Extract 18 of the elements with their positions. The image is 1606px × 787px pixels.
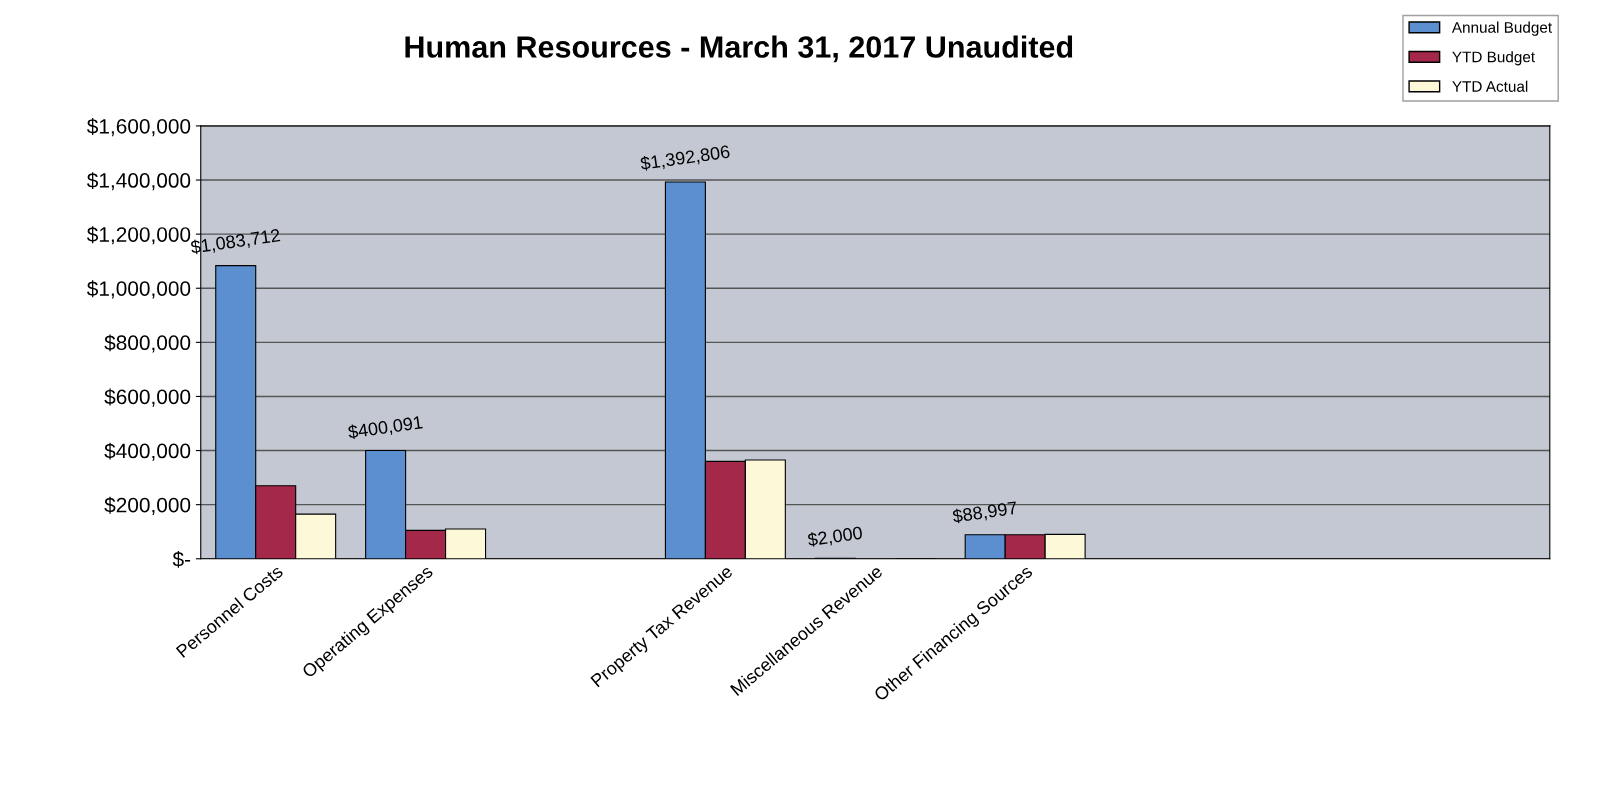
y-tick-label: $600,000 [104, 388, 191, 407]
legend-label: YTD Budget [1452, 51, 1535, 66]
chart-title: Human Resources - March 31, 2017 Unaudited [405, 35, 1073, 63]
y-tick-label: $200,000 [104, 496, 191, 515]
y-tick-label: $1,400,000 [86, 172, 191, 191]
y-tick-label: $800,000 [104, 334, 191, 353]
y-tick-label: $1,600,000 [86, 118, 191, 137]
data-label: $1,083,712 [189, 227, 281, 256]
data-label: $1,392,806 [639, 144, 731, 173]
legend-label: Annual Budget [1451, 21, 1552, 36]
legend-label: YTD Actual [1452, 80, 1528, 92]
data-label: $400,091 [347, 414, 424, 441]
y-tick-label: $400,000 [104, 442, 191, 461]
data-label: $88,997 [951, 500, 1018, 525]
y-tick-label: $1,200,000 [86, 226, 191, 245]
y-tick-label: $1,000,000 [86, 280, 191, 299]
data-label: $2,000 [806, 525, 863, 549]
y-tick-label: $- [172, 550, 191, 568]
